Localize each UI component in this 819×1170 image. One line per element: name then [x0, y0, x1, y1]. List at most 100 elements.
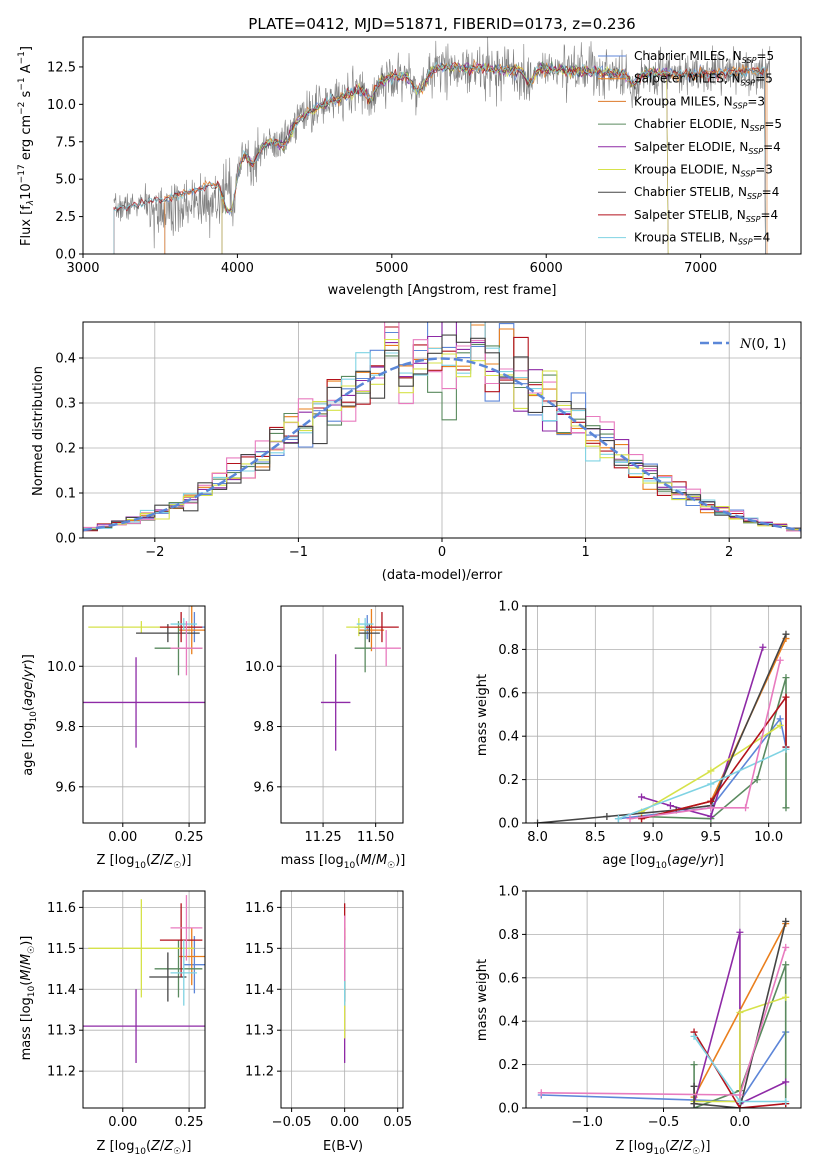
axes-frame	[280, 890, 404, 1109]
y-tick-label: 11.5	[47, 942, 76, 957]
mass-z-plot: 0.00 0.25 11.2 11.3 11.4 11.5 11.6	[47, 890, 206, 1130]
x-tick-label: −0.05	[272, 1115, 312, 1130]
axes-frame	[525, 605, 802, 824]
y-tick-label: 9.6	[55, 780, 76, 795]
weight-marker	[626, 815, 634, 823]
age-mass-plot: 11.25 11.50 9.6 9.8 10.0	[245, 605, 404, 845]
legend-label: Kroupa ELODIE, NSSP=3	[634, 163, 773, 179]
x-tick-label: 2	[725, 545, 733, 560]
legend-value: =4	[760, 208, 778, 222]
y-tick-label: 0.4	[498, 730, 519, 745]
residual-panel: −2 −1 0 1 2 0.0 0.1 0.2 0.3 0.4 N(0, 1) (data-mode…	[31, 321, 802, 583]
legend-subscript: SSP	[748, 147, 763, 156]
error-bar	[170, 940, 198, 1006]
residual-xlabel: (data-model)/error	[382, 568, 503, 583]
mass-ebv-plot: −0.05 0.00 0.05 11.2 11.3 11.4 11.5 11.6	[245, 890, 412, 1130]
error-bar	[356, 618, 374, 631]
weight-marker	[736, 928, 744, 936]
legend-value: =4	[762, 185, 780, 199]
y-tick-label: 0.0	[55, 248, 76, 263]
x-tick-label: 0.00	[108, 1115, 137, 1130]
y-tick-label: 11.4	[245, 983, 274, 998]
x-tick-label: −1	[289, 545, 308, 560]
y-tick-label: 11.3	[47, 1024, 76, 1039]
y-tick-label: 9.6	[253, 780, 274, 795]
histogram-series	[83, 334, 801, 532]
x-tick-label: 10.0	[754, 830, 783, 845]
spectrum-model-line	[113, 61, 766, 254]
spectrum-legend: Chabrier MILES, NSSP=5 Salpeter MILES, NS…	[598, 49, 782, 247]
weight-marker	[690, 1061, 698, 1069]
y-tick-label: 0.4	[55, 352, 76, 367]
y-tick-label: 12.5	[47, 60, 76, 75]
weight-marker	[782, 961, 790, 969]
x-tick-label: 9.5	[701, 830, 722, 845]
x-tick-label: 11.50	[357, 830, 394, 845]
weight-marker	[690, 1100, 698, 1108]
weight-marker	[776, 715, 784, 723]
weight-marker	[782, 693, 790, 701]
error-bar	[358, 609, 385, 652]
weight-marker	[666, 802, 674, 810]
legend-subscript: SSP	[741, 79, 756, 88]
weight-marker	[782, 804, 790, 812]
y-tick-label: 10.0	[47, 660, 76, 675]
legend-subscript: SSP	[738, 238, 753, 247]
weight-marker	[534, 819, 542, 823]
x-tick-label: 0.00	[330, 1115, 359, 1130]
spectrum-panel: PLATE=0412, MJD=51871, FIBERID=0173, z=0…	[17, 15, 802, 298]
x-tick-label: 0.25	[175, 1115, 204, 1130]
weight-z-plot: −1.0 −0.5 0.0 0.0 0.2 0.4 0.6 0.8 1.0	[498, 885, 802, 1130]
histogram-series	[83, 322, 801, 533]
x-tick-label: 8.5	[585, 830, 606, 845]
age-z-ylabel: age [log10(age/yr)]	[21, 654, 39, 776]
x-tick-label: 4000	[221, 261, 254, 276]
weight-marker	[742, 804, 750, 812]
plot-area	[83, 606, 205, 748]
histogram-series	[83, 322, 801, 533]
mass-z-xlabel: Z [log10(Z/Z☉)]	[97, 1139, 192, 1157]
weight-marker	[736, 1009, 744, 1017]
plot-area	[83, 322, 801, 534]
y-tick-label: 9.8	[55, 720, 76, 735]
x-tick-label: 0.05	[383, 1115, 412, 1130]
spectrum-model-line	[164, 62, 766, 254]
error-bar	[159, 903, 203, 977]
y-tick-label: 0.8	[498, 928, 519, 943]
legend-label: Kroupa MILES, NSSP=3	[634, 94, 765, 110]
weight-marker	[707, 780, 715, 788]
plot-area	[113, 37, 771, 254]
legend-subscript: SSP	[750, 124, 765, 133]
y-tick-label: 11.3	[245, 1024, 274, 1039]
weight-age-ylabel: mass weight	[475, 674, 490, 756]
y-tick-label: 11.2	[47, 1065, 76, 1080]
age-z-xlabel: Z [log10(Z/Z☉)]	[97, 853, 192, 871]
legend-label: N(0, 1)	[739, 337, 786, 352]
axes-frame	[82, 890, 206, 1109]
weight-age-xlabel: age [log10(age/yr)]	[602, 853, 724, 871]
x-tick-label: 6000	[530, 261, 563, 276]
legend-label: Salpeter STELIB, NSSP=4	[634, 208, 778, 224]
legend-label: Chabrier MILES, NSSP=5	[634, 49, 774, 65]
weight-age-plot: 8.0 8.5 9.0 9.5 10.0 0.0 0.2 0.4 0.6 0.8 1.0	[498, 600, 802, 845]
spectrum-plot: 3000 4000 5000 6000 7000 0.0 2.5 5.0 7.5 10.0 12.5…	[47, 36, 802, 276]
weight-marker	[707, 804, 715, 812]
x-tick-label: 8.0	[527, 830, 548, 845]
y-tick-label: 0.0	[498, 1102, 519, 1117]
legend-value: =4	[753, 231, 771, 245]
legend-n: N	[739, 337, 752, 352]
y-tick-label: 9.8	[253, 720, 274, 735]
weight-marker	[707, 767, 715, 775]
spectrum-ylabel: Flux [fλ10−17 erg cm−2 s−1 A−1]	[17, 46, 36, 246]
residual-plot: −2 −1 0 1 2 0.0 0.1 0.2 0.3 0.4 N(0, 1)	[55, 321, 802, 560]
error-bar	[183, 936, 205, 994]
plot-area	[83, 895, 205, 1063]
x-tick-label: 0.0	[730, 1115, 751, 1130]
x-tick-label: 3000	[66, 261, 99, 276]
weight-series-line	[629, 660, 781, 820]
error-bar	[320, 654, 351, 751]
legend-value: =3	[755, 163, 773, 177]
y-tick-label: 0.0	[498, 817, 519, 832]
weight-marker	[776, 656, 784, 664]
y-tick-label: 0.2	[55, 442, 76, 457]
